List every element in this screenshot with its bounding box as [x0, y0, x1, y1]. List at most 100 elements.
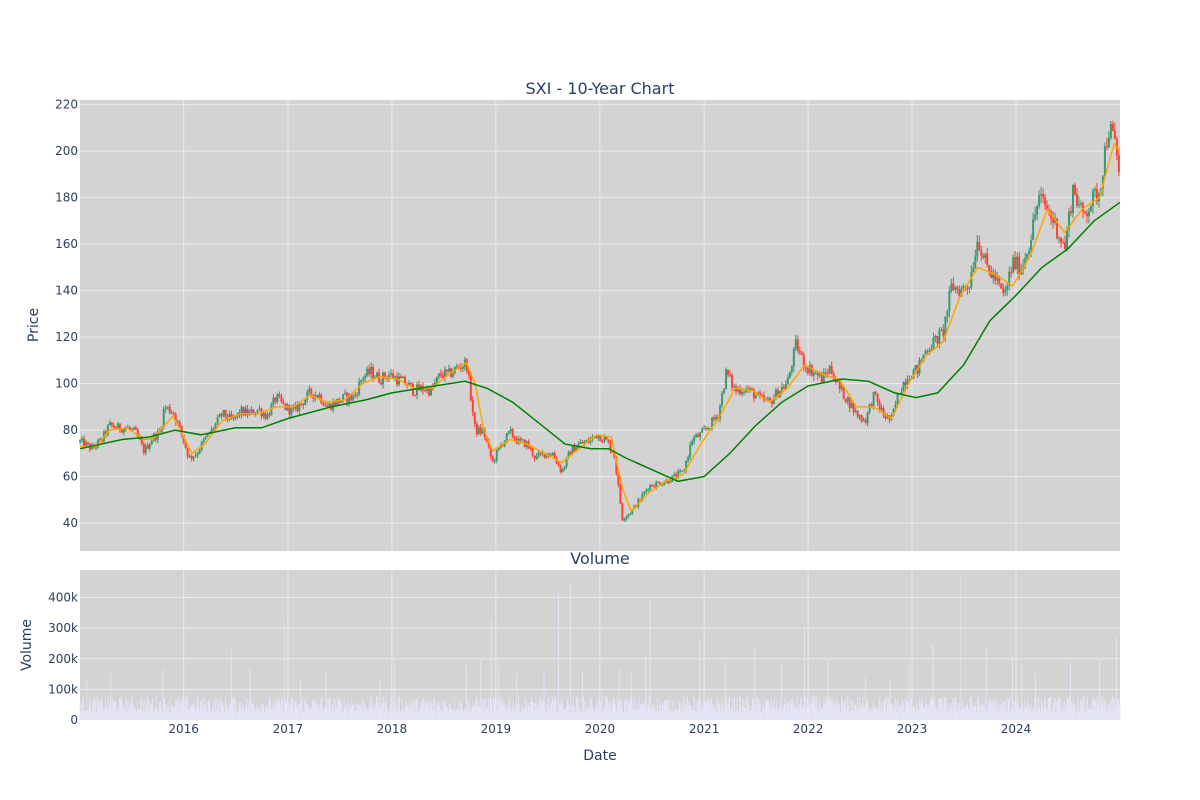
volume-bar — [535, 706, 537, 720]
volume-bar — [214, 705, 216, 720]
volume-bar — [319, 704, 321, 720]
volume-bar — [797, 704, 799, 720]
candle-body — [880, 408, 883, 410]
volume-bar — [277, 696, 279, 720]
volume-bar — [1011, 655, 1013, 720]
volume-bar — [609, 707, 611, 720]
volume-bar — [122, 706, 124, 720]
volume-bar — [453, 711, 454, 720]
volume-bar — [952, 697, 953, 720]
candle-body — [792, 348, 795, 367]
volume-bar — [460, 699, 462, 720]
x-tick-label: 2017 — [273, 722, 304, 736]
volume-bar — [265, 707, 266, 720]
candle-body — [172, 412, 175, 415]
candle-body — [982, 255, 985, 258]
candle-body — [894, 404, 897, 410]
volume-bar — [1114, 698, 1116, 720]
volume-bar — [918, 699, 920, 720]
candle-body — [148, 444, 151, 449]
volume-bar — [338, 700, 340, 720]
volume-bar — [171, 704, 172, 720]
volume-bar — [862, 696, 864, 720]
candle-body — [445, 369, 448, 372]
volume-bar — [966, 704, 968, 720]
volume-bar — [969, 708, 970, 720]
volume-bar — [971, 701, 973, 720]
volume-bar — [536, 698, 538, 720]
volume-bar — [1119, 704, 1121, 720]
candle-body — [473, 412, 476, 424]
volume-bar — [648, 697, 650, 720]
candle-body — [942, 329, 945, 336]
volume-bar — [837, 707, 839, 720]
volume-bar — [382, 697, 384, 720]
volume-bar — [256, 704, 258, 720]
volume-bar — [1014, 701, 1016, 720]
volume-bar — [594, 710, 596, 720]
volume-bar — [1005, 706, 1006, 720]
volume-bar — [494, 700, 496, 720]
candle-body — [729, 374, 732, 376]
candle-body — [639, 499, 642, 501]
volume-bar — [681, 702, 683, 720]
candle-body — [776, 389, 779, 398]
volume-bar — [243, 711, 245, 720]
volume-bar — [999, 705, 1000, 720]
volume-bar — [942, 711, 944, 720]
candle-body — [653, 486, 656, 488]
volume-bar — [1072, 698, 1074, 720]
volume-bar — [620, 706, 622, 720]
candle-body — [491, 456, 494, 462]
price-y-tick-label: 40 — [63, 516, 78, 530]
short-ma-line — [80, 142, 1121, 513]
candle-body — [557, 463, 560, 466]
volume-bar — [418, 710, 420, 720]
volume-bar — [284, 703, 286, 720]
volume-bar — [1058, 696, 1060, 720]
volume-bar — [788, 701, 789, 720]
candle-body — [561, 469, 564, 472]
volume-bar — [361, 698, 363, 720]
candle-body — [788, 372, 791, 378]
candle-body — [828, 365, 831, 374]
volume-bar — [485, 698, 487, 720]
volume-bar — [689, 705, 691, 720]
volume-bar — [524, 697, 526, 720]
candle-body — [104, 431, 107, 435]
candle-body — [830, 365, 833, 374]
volume-bar — [217, 698, 218, 720]
volume-bar — [943, 701, 945, 720]
volume-bar — [236, 706, 238, 720]
candle-body — [290, 407, 293, 415]
volume-bar — [153, 709, 154, 720]
volume-bar — [333, 698, 335, 720]
candle-body — [986, 253, 989, 265]
price-y-tick-label: 100 — [55, 377, 78, 391]
volume-bar — [312, 698, 313, 720]
volume-bar — [1039, 706, 1041, 720]
candle-body — [1081, 203, 1084, 212]
volume-bar — [106, 709, 108, 720]
volume-bar — [911, 697, 912, 720]
volume-bar — [87, 710, 89, 720]
volume-bar — [750, 710, 752, 720]
volume-bar — [394, 703, 396, 720]
volume-bar — [772, 701, 774, 720]
candle-body — [114, 427, 117, 429]
volume-bar — [806, 699, 808, 720]
candle-body — [651, 484, 654, 487]
volume-bar — [86, 680, 88, 720]
volume-bar — [1115, 707, 1117, 720]
candle-body — [140, 439, 143, 444]
candle-body — [310, 388, 313, 395]
volume-bar — [365, 705, 366, 720]
volume-bar — [882, 700, 884, 720]
candle-body — [661, 484, 664, 486]
volume-bar — [200, 700, 202, 720]
volume-bar — [204, 707, 206, 720]
candle-body — [1056, 218, 1059, 239]
volume-bar — [1040, 712, 1041, 720]
volume-bar — [253, 703, 254, 720]
volume-bar — [150, 704, 152, 720]
